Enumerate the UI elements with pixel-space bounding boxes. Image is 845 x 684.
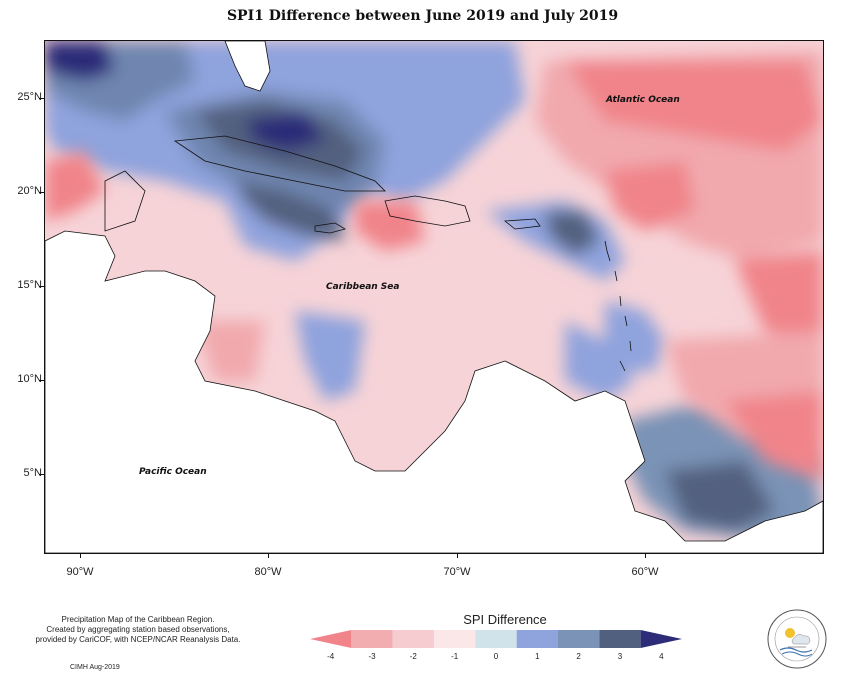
legend-tick-label: 0 xyxy=(493,652,499,661)
legend-tick-label: 2 xyxy=(576,652,581,661)
cimh-logo-icon xyxy=(767,609,827,669)
credit-line-2: Created by aggregating station based obs… xyxy=(46,625,230,634)
lat-label-15n: 15°N xyxy=(17,279,42,291)
atlantic-ocean-label: Atlantic Ocean xyxy=(606,95,680,105)
legend-swatch xyxy=(640,630,682,648)
legend-tick-label: 3 xyxy=(617,652,623,661)
lon-tick xyxy=(645,553,646,558)
land-masses xyxy=(45,41,823,553)
legend-swatch xyxy=(558,630,600,648)
credit-line-3: provided by CariCOF, with NCEP/NCAR Rean… xyxy=(35,635,241,644)
puerto-rico-outline xyxy=(503,218,541,230)
map-panel xyxy=(44,40,824,554)
spi-positive-anomalies xyxy=(45,41,823,541)
legend-swatch xyxy=(475,630,517,648)
legend-swatch xyxy=(310,630,352,648)
legend-tick-label: 4 xyxy=(659,652,664,661)
lat-tick xyxy=(39,98,44,99)
legend-tick-label: 1 xyxy=(535,652,540,661)
lat-label-10n: 10°N xyxy=(17,373,42,385)
lon-label-80w: 80°W xyxy=(254,566,282,578)
legend-swatch xyxy=(434,630,476,648)
lon-label-60w: 60°W xyxy=(631,566,659,578)
lon-tick xyxy=(80,553,81,558)
legend-colorbar xyxy=(310,630,682,648)
map-title: SPI1 Difference between June 2019 and Ju… xyxy=(226,8,619,24)
legend-swatch xyxy=(599,630,641,648)
pacific-ocean-label: Pacific Ocean xyxy=(139,467,207,477)
lon-label-70w: 70°W xyxy=(443,566,471,578)
lat-tick xyxy=(39,192,44,193)
legend-tick-label: -1 xyxy=(451,652,459,661)
lat-label-20n: 20°N xyxy=(17,185,42,197)
spi-difference-map xyxy=(45,41,823,553)
legend-swatch xyxy=(351,630,393,648)
lat-tick xyxy=(39,380,44,381)
lat-tick xyxy=(39,474,44,475)
lon-tick xyxy=(268,553,269,558)
hispaniola-outline xyxy=(384,195,471,227)
legend-title: SPI Difference xyxy=(463,612,547,627)
jamaica-outline xyxy=(314,222,347,234)
map-credits: Precipitation Map of the Caribbean Regio… xyxy=(18,615,258,645)
lon-label-90w: 90°W xyxy=(66,566,94,578)
continental-landmass xyxy=(45,230,823,553)
credit-line-1: Precipitation Map of the Caribbean Regio… xyxy=(61,615,215,624)
yucatan-outline xyxy=(104,170,146,232)
lesser-antilles-outline xyxy=(604,240,632,372)
florida-landmass xyxy=(224,41,271,92)
legend-swatch xyxy=(516,630,558,648)
legend-tick-label: -4 xyxy=(327,652,335,661)
spi-negative-anomalies xyxy=(45,51,823,481)
cuba-outline xyxy=(173,135,386,192)
lat-label-25n: 25°N xyxy=(17,91,42,103)
legend-tick-label: -3 xyxy=(368,652,376,661)
lon-tick xyxy=(457,553,458,558)
credit-date: CIMH Aug-2019 xyxy=(70,664,120,671)
lat-tick xyxy=(39,286,44,287)
lat-label-5n: 5°N xyxy=(23,467,42,479)
caribbean-sea-label: Caribbean Sea xyxy=(326,282,400,292)
legend-tick-label: -2 xyxy=(409,652,417,661)
legend-swatch xyxy=(392,630,434,648)
